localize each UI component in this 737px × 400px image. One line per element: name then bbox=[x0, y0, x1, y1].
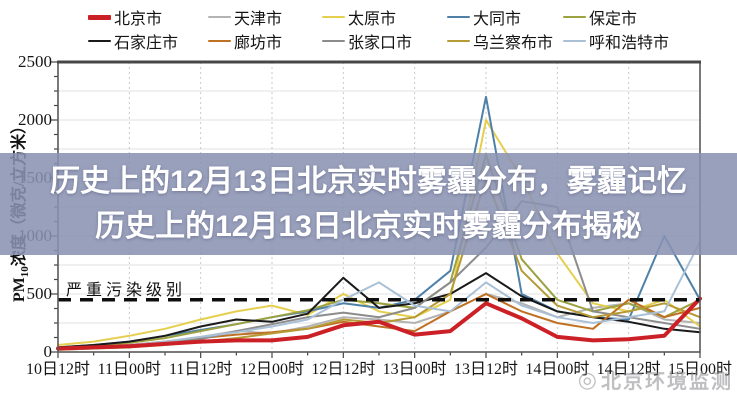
legend-item-石家庄市: 石家庄市 bbox=[88, 31, 179, 52]
y-tick-label-2000: 2000 bbox=[18, 110, 52, 129]
title-overlay-band: 历史上的12月13日北京实时雾霾分布，雾霾记忆 历史上的12月13日北京实时雾霾… bbox=[0, 153, 737, 255]
overlay-title-line2: 历史上的12月13日北京实时雾霾分布揭秘 bbox=[95, 210, 642, 243]
legend-item-乌兰察布市: 乌兰察布市 bbox=[447, 31, 554, 52]
series-line-太原市 bbox=[57, 119, 701, 346]
legend-item-呼和浩特市: 呼和浩特市 bbox=[563, 31, 670, 52]
legend-swatch bbox=[208, 15, 231, 19]
watermark-text: 北京环境监测 bbox=[601, 371, 733, 393]
y-tick-label-0: 0 bbox=[43, 342, 53, 361]
legend-label: 大同市 bbox=[473, 11, 522, 28]
x-tick-label-13日00时: 13日00时 bbox=[382, 361, 447, 378]
overlay-title-line1: 历史上的12月13日北京实时雾霾分布，雾霾记忆 bbox=[50, 165, 687, 198]
legend-item-张家口市: 张家口市 bbox=[322, 31, 413, 52]
threshold-label: 严重污染级别 bbox=[66, 282, 187, 299]
legend-label: 呼和浩特市 bbox=[589, 35, 670, 52]
x-tick-label-12日12时: 12日12时 bbox=[311, 361, 376, 378]
legend-swatch bbox=[88, 14, 111, 20]
x-tick-label-14日00时: 14日00时 bbox=[525, 361, 590, 378]
legend-swatch bbox=[322, 39, 345, 43]
x-tick-label-14日12时: 14日12时 bbox=[596, 361, 661, 378]
x-tick-label-11日00时: 11日00时 bbox=[97, 361, 162, 378]
legend-item-太原市: 太原市 bbox=[322, 7, 397, 28]
legend-swatch bbox=[208, 39, 231, 43]
watermark-logo-icon: ◎ bbox=[577, 366, 599, 392]
series-lines bbox=[56, 95, 702, 351]
legend-swatch bbox=[563, 15, 586, 19]
series-line-北京市 bbox=[56, 296, 702, 351]
y-tick-label-500: 500 bbox=[26, 284, 53, 303]
legend-label: 石家庄市 bbox=[114, 35, 179, 52]
legend-swatch bbox=[563, 39, 586, 43]
x-tick-label-12日00时: 12日00时 bbox=[239, 361, 304, 378]
legend-swatch bbox=[447, 15, 470, 19]
legend-label: 张家口市 bbox=[348, 35, 413, 52]
legend-swatch bbox=[322, 15, 345, 19]
legend-item-天津市: 天津市 bbox=[208, 7, 283, 28]
legend-label: 天津市 bbox=[234, 11, 283, 28]
legend-label: 保定市 bbox=[589, 11, 638, 28]
watermark: ◎ 北京环境监测 bbox=[578, 365, 733, 394]
y-tick-label-2500: 2500 bbox=[18, 52, 52, 71]
legend-item-大同市: 大同市 bbox=[447, 7, 522, 28]
legend-swatch bbox=[447, 39, 470, 43]
legend-label: 北京市 bbox=[114, 11, 163, 28]
legend-label: 乌兰察布市 bbox=[473, 35, 554, 52]
series-line-呼和浩特市 bbox=[57, 240, 701, 350]
legend-item-北京市: 北京市 bbox=[88, 7, 163, 28]
x-tick-label-13日12时: 13日12时 bbox=[453, 361, 518, 378]
legend-label: 太原市 bbox=[348, 11, 397, 28]
legend-swatch bbox=[88, 39, 111, 43]
legend-item-廊坊市: 廊坊市 bbox=[208, 31, 283, 52]
x-tick-label-11日12时: 11日12时 bbox=[168, 361, 233, 378]
legend-label: 廊坊市 bbox=[234, 35, 283, 52]
legend-item-保定市: 保定市 bbox=[563, 7, 638, 28]
x-tick-label-15日00时: 15日00时 bbox=[667, 361, 732, 378]
x-tick-label-10日12时: 10日12时 bbox=[25, 361, 90, 378]
y-axis-title-subscript: 10 bbox=[19, 266, 32, 278]
